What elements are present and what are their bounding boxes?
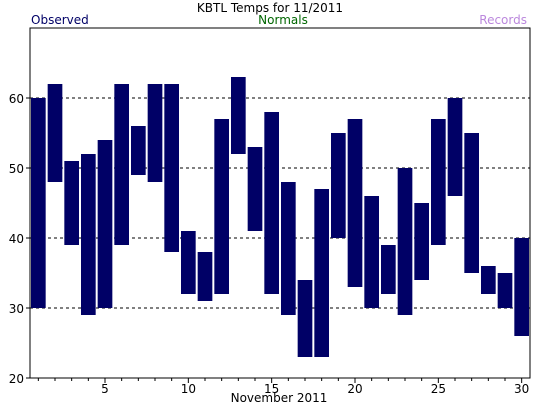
bar-day-15 bbox=[264, 112, 279, 294]
x-tick-label-5: 5 bbox=[101, 382, 109, 396]
x-tick-label-25: 25 bbox=[431, 382, 446, 396]
bar-day-25 bbox=[431, 119, 446, 245]
bar-day-9 bbox=[164, 84, 179, 252]
y-tick-label-20: 20 bbox=[9, 372, 24, 386]
y-tick-label-40: 40 bbox=[9, 232, 24, 246]
bar-day-19 bbox=[331, 133, 346, 238]
legend-observed: Observed bbox=[31, 13, 89, 27]
bar-day-21 bbox=[364, 196, 379, 308]
bar-day-6 bbox=[114, 84, 129, 245]
y-axis: 20 30 40 50 60 bbox=[9, 92, 30, 386]
y-tick-label-50: 50 bbox=[9, 162, 24, 176]
bar-day-7 bbox=[131, 126, 146, 175]
bar-day-29 bbox=[497, 273, 513, 308]
bar-day-16 bbox=[281, 182, 296, 315]
bar-day-18 bbox=[314, 189, 329, 357]
bar-day-11 bbox=[197, 252, 213, 301]
bar-day-12 bbox=[214, 119, 229, 294]
bar-day-2 bbox=[47, 84, 63, 182]
x-tick-label-20: 20 bbox=[347, 382, 362, 396]
temperature-bars bbox=[31, 77, 529, 357]
bar-day-8 bbox=[147, 84, 163, 182]
bar-day-22 bbox=[381, 245, 396, 294]
x-axis-label: November 2011 bbox=[231, 391, 328, 405]
y-tick-label-60: 60 bbox=[9, 92, 24, 106]
bar-day-5 bbox=[97, 140, 113, 308]
bar-day-13 bbox=[231, 77, 246, 154]
bar-day-10 bbox=[181, 231, 196, 294]
bar-day-3 bbox=[64, 161, 79, 245]
bar-day-1 bbox=[31, 98, 46, 308]
bar-day-14 bbox=[247, 147, 263, 231]
bar-day-30 bbox=[514, 238, 529, 336]
bar-day-17 bbox=[297, 280, 313, 357]
legend-normals: Normals bbox=[258, 13, 308, 27]
bar-day-4 bbox=[81, 154, 96, 315]
bar-day-26 bbox=[447, 98, 463, 196]
chart-title: KBTL Temps for 11/2011 bbox=[197, 1, 343, 15]
plot-frame bbox=[29, 27, 531, 379]
gridlines bbox=[30, 97, 530, 309]
x-axis: 5 10 15 20 25 30 bbox=[37, 378, 529, 396]
bar-day-27 bbox=[464, 133, 479, 273]
bar-day-28 bbox=[481, 266, 496, 294]
legend-records: Records bbox=[479, 13, 527, 27]
bar-day-24 bbox=[414, 203, 429, 280]
bar-day-23 bbox=[397, 168, 413, 315]
x-tick-label-10: 10 bbox=[181, 382, 196, 396]
x-tick-label-30: 30 bbox=[514, 382, 529, 396]
x-tick-label-15: 15 bbox=[264, 382, 279, 396]
bar-day-20 bbox=[347, 119, 363, 287]
y-tick-label-30: 30 bbox=[9, 302, 24, 316]
